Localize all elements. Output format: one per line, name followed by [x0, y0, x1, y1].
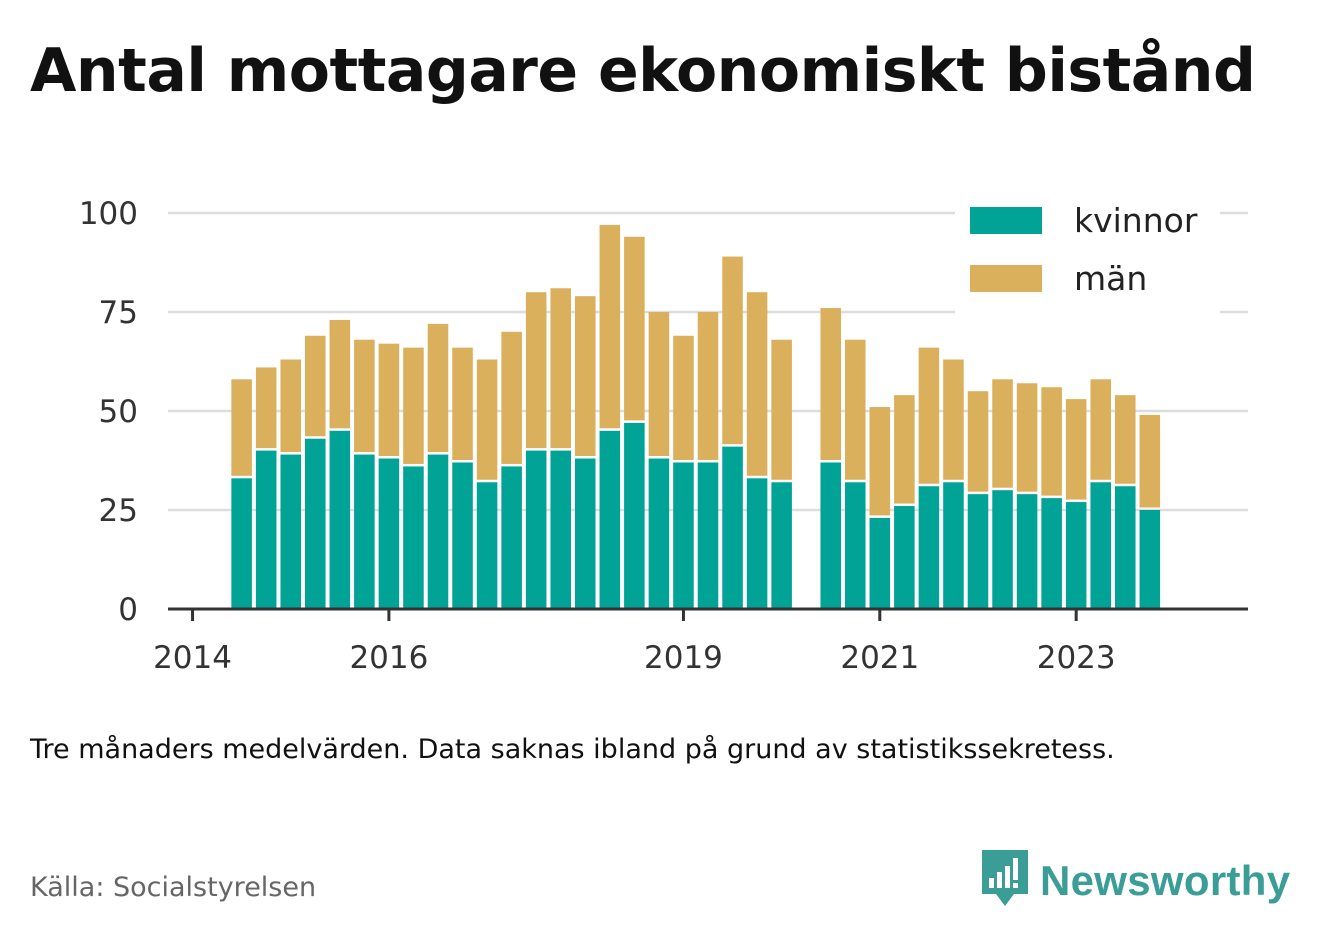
chart-note: Tre månaders medelvärden. Data saknas ib…: [30, 734, 1115, 765]
y-tick-label: 75: [99, 295, 138, 331]
bar-kvinnor: [255, 450, 277, 609]
bar-kvinnor: [501, 466, 522, 609]
bar-man: [967, 391, 989, 492]
chart-title: Antal mottagare ekonomiskt bistånd: [30, 36, 1256, 106]
bar-man: [305, 335, 326, 437]
newsworthy-brand: Newsworthy: [980, 848, 1290, 914]
legend-swatch-man: [970, 265, 1042, 292]
bar-man: [599, 224, 621, 429]
bar-man: [255, 367, 277, 449]
legend-label-man: män: [1074, 259, 1147, 298]
bar-man: [280, 359, 301, 453]
bar-kvinnor: [231, 478, 252, 609]
bar-kvinnor: [403, 466, 424, 609]
bar-kvinnor: [452, 462, 473, 609]
bar-man: [746, 292, 768, 476]
bar-kvinnor: [943, 482, 964, 609]
bar-man: [525, 292, 547, 449]
bar-kvinnor: [378, 458, 400, 609]
bar-kvinnor: [992, 490, 1013, 609]
bar-man: [918, 347, 940, 484]
bar-kvinnor: [1065, 502, 1087, 609]
bars: [231, 224, 1161, 609]
x-tick-label: 2019: [644, 640, 723, 676]
bar-kvinnor: [746, 478, 768, 609]
x-tick-label: 2014: [153, 640, 232, 676]
bar-kvinnor: [599, 430, 621, 609]
bar-kvinnor: [476, 482, 498, 609]
bar-man: [771, 339, 792, 480]
bar-kvinnor: [697, 462, 719, 609]
x-tick-label: 2016: [349, 640, 428, 676]
bar-kvinnor: [673, 462, 694, 609]
legend-label-kvinnor: kvinnor: [1074, 201, 1198, 240]
x-tick-label: 2021: [840, 640, 919, 676]
bar-man: [894, 395, 915, 504]
axes: 0 25 50 75 100 2014 2016 2019 2021 2023: [79, 196, 1248, 676]
bar-man: [1115, 395, 1136, 484]
bar-man: [354, 339, 375, 453]
bar-man: [403, 347, 424, 464]
bar-kvinnor: [1016, 494, 1038, 609]
legend: kvinnor män: [955, 190, 1220, 315]
bar-man: [1090, 379, 1111, 480]
bar-kvinnor: [280, 454, 301, 609]
y-tick-label: 25: [99, 493, 138, 529]
bar-man: [550, 288, 571, 449]
bar-kvinnor: [305, 438, 326, 609]
legend-swatch-kvinnor: [970, 207, 1042, 234]
bar-kvinnor: [648, 458, 670, 609]
y-tick-label: 50: [99, 394, 138, 430]
bar-kvinnor: [550, 450, 571, 609]
bar-kvinnor: [354, 454, 375, 609]
bar-man: [231, 379, 252, 476]
bar-kvinnor: [722, 446, 743, 609]
bar-kvinnor: [427, 454, 449, 609]
bar-kvinnor: [525, 450, 547, 609]
bar-man: [697, 312, 719, 460]
bar-kvinnor: [329, 430, 351, 609]
bar-man: [1139, 414, 1161, 508]
bar-man: [624, 236, 645, 421]
bar-man: [869, 407, 891, 516]
x-tick-label: 2023: [1037, 640, 1116, 676]
bar-man: [329, 319, 351, 429]
y-tick-label: 100: [79, 196, 138, 232]
bar-man: [845, 339, 866, 480]
bar-kvinnor: [894, 506, 915, 609]
bar-man: [722, 256, 743, 445]
bar-man: [452, 347, 473, 460]
bar-man: [820, 308, 841, 460]
y-tick-label: 0: [118, 592, 138, 628]
bar-man: [943, 359, 964, 480]
bar-kvinnor: [771, 482, 792, 609]
source-label: Källa: Socialstyrelsen: [30, 872, 317, 903]
bar-man: [378, 343, 400, 457]
bar-man: [501, 331, 522, 464]
bar-man: [575, 296, 596, 457]
bar-man: [476, 359, 498, 480]
bar-man: [1016, 383, 1038, 492]
bar-kvinnor: [624, 422, 645, 609]
bar-man: [1041, 387, 1062, 496]
bar-kvinnor: [1115, 486, 1136, 609]
bar-man: [673, 335, 694, 460]
bar-man: [1065, 399, 1087, 500]
bar-kvinnor: [967, 494, 989, 609]
bar-man: [427, 323, 449, 453]
bar-man: [992, 379, 1013, 488]
brand-name: Newsworthy: [1040, 857, 1291, 904]
bar-kvinnor: [575, 458, 596, 609]
bar-kvinnor: [1139, 510, 1161, 609]
bar-kvinnor: [820, 462, 841, 609]
bar-kvinnor: [918, 486, 940, 609]
bar-kvinnor: [845, 482, 866, 609]
newsworthy-logo-icon: [980, 848, 1030, 914]
bar-kvinnor: [869, 517, 891, 609]
bar-kvinnor: [1041, 498, 1062, 609]
bar-man: [648, 312, 670, 457]
bar-kvinnor: [1090, 482, 1111, 609]
